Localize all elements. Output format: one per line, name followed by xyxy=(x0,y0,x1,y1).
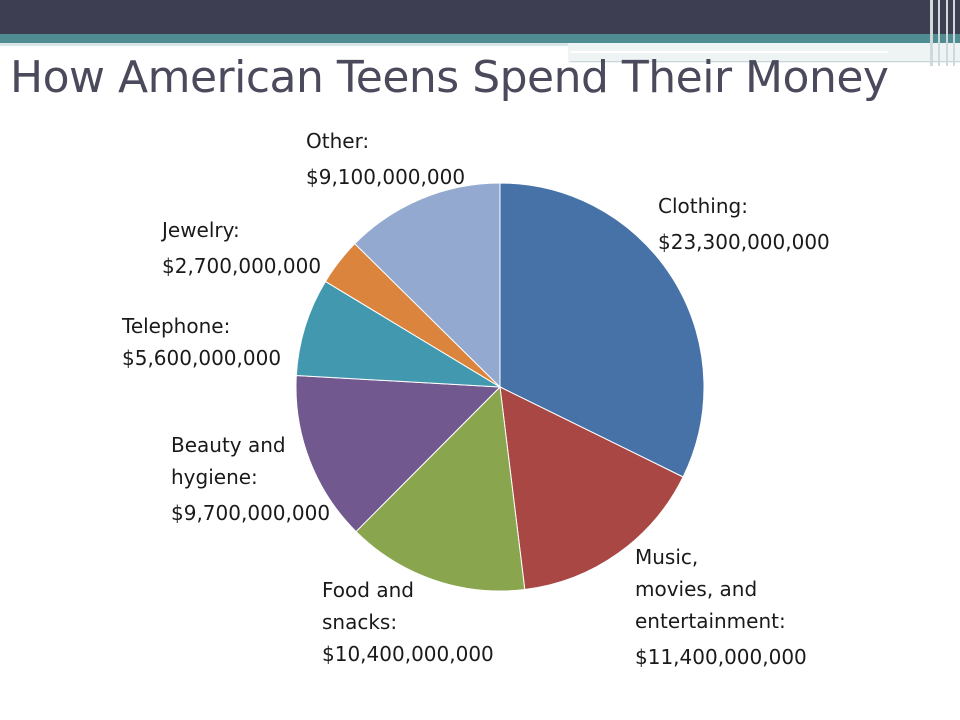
data-label-clothing-name: Clothing: xyxy=(658,194,748,218)
data-label-food: Food and snacks: $10,400,000,000 xyxy=(322,574,494,670)
data-label-beauty: Beauty and hygiene: $9,700,000,000 xyxy=(171,429,330,529)
pie-slice-music xyxy=(499,386,684,591)
data-label-music-value: $11,400,000,000 xyxy=(635,645,807,669)
data-label-other: Other: $9,100,000,000 xyxy=(306,125,465,193)
data-label-music-name-1: Music, xyxy=(635,545,699,569)
slide-decorative-lines xyxy=(0,0,960,66)
slide-accent-band xyxy=(0,34,960,43)
data-label-jewelry: Jewelry: $2,700,000,000 xyxy=(162,214,321,282)
data-label-telephone-name: Telephone: xyxy=(122,314,231,338)
data-label-other-name: Other: xyxy=(306,129,370,153)
data-label-clothing: Clothing: $23,300,000,000 xyxy=(658,190,830,258)
slide-title: How American Teens Spend Their Money xyxy=(10,52,889,103)
pie-slice-beauty xyxy=(295,374,502,533)
data-label-food-name-1: Food and xyxy=(322,578,414,602)
data-label-jewelry-name: Jewelry: xyxy=(162,218,240,242)
pie-slice-clothing xyxy=(499,182,705,478)
pie-slice-telephone xyxy=(295,280,501,388)
data-label-clothing-value: $23,300,000,000 xyxy=(658,230,830,254)
data-label-beauty-name-2: hygiene: xyxy=(171,465,258,489)
data-label-music: Music, movies, and entertainment: $11,40… xyxy=(635,541,807,673)
data-label-telephone-value: $5,600,000,000 xyxy=(122,346,282,370)
data-label-telephone: Telephone: $5,600,000,000 xyxy=(122,310,281,374)
data-label-music-name-2: movies, and xyxy=(635,577,758,601)
data-label-beauty-name-1: Beauty and xyxy=(171,433,286,457)
data-label-music-name-3: entertainment: xyxy=(635,609,786,633)
data-label-other-value: $9,100,000,000 xyxy=(306,165,466,189)
pie-slice-food xyxy=(355,385,526,592)
data-label-jewelry-value: $2,700,000,000 xyxy=(162,254,322,278)
data-label-food-name-2: snacks: xyxy=(322,610,398,634)
data-label-food-value: $10,400,000,000 xyxy=(322,642,494,666)
slide-top-bar xyxy=(0,0,960,34)
data-label-beauty-value: $9,700,000,000 xyxy=(171,501,331,525)
pie-slice-other xyxy=(354,182,501,389)
